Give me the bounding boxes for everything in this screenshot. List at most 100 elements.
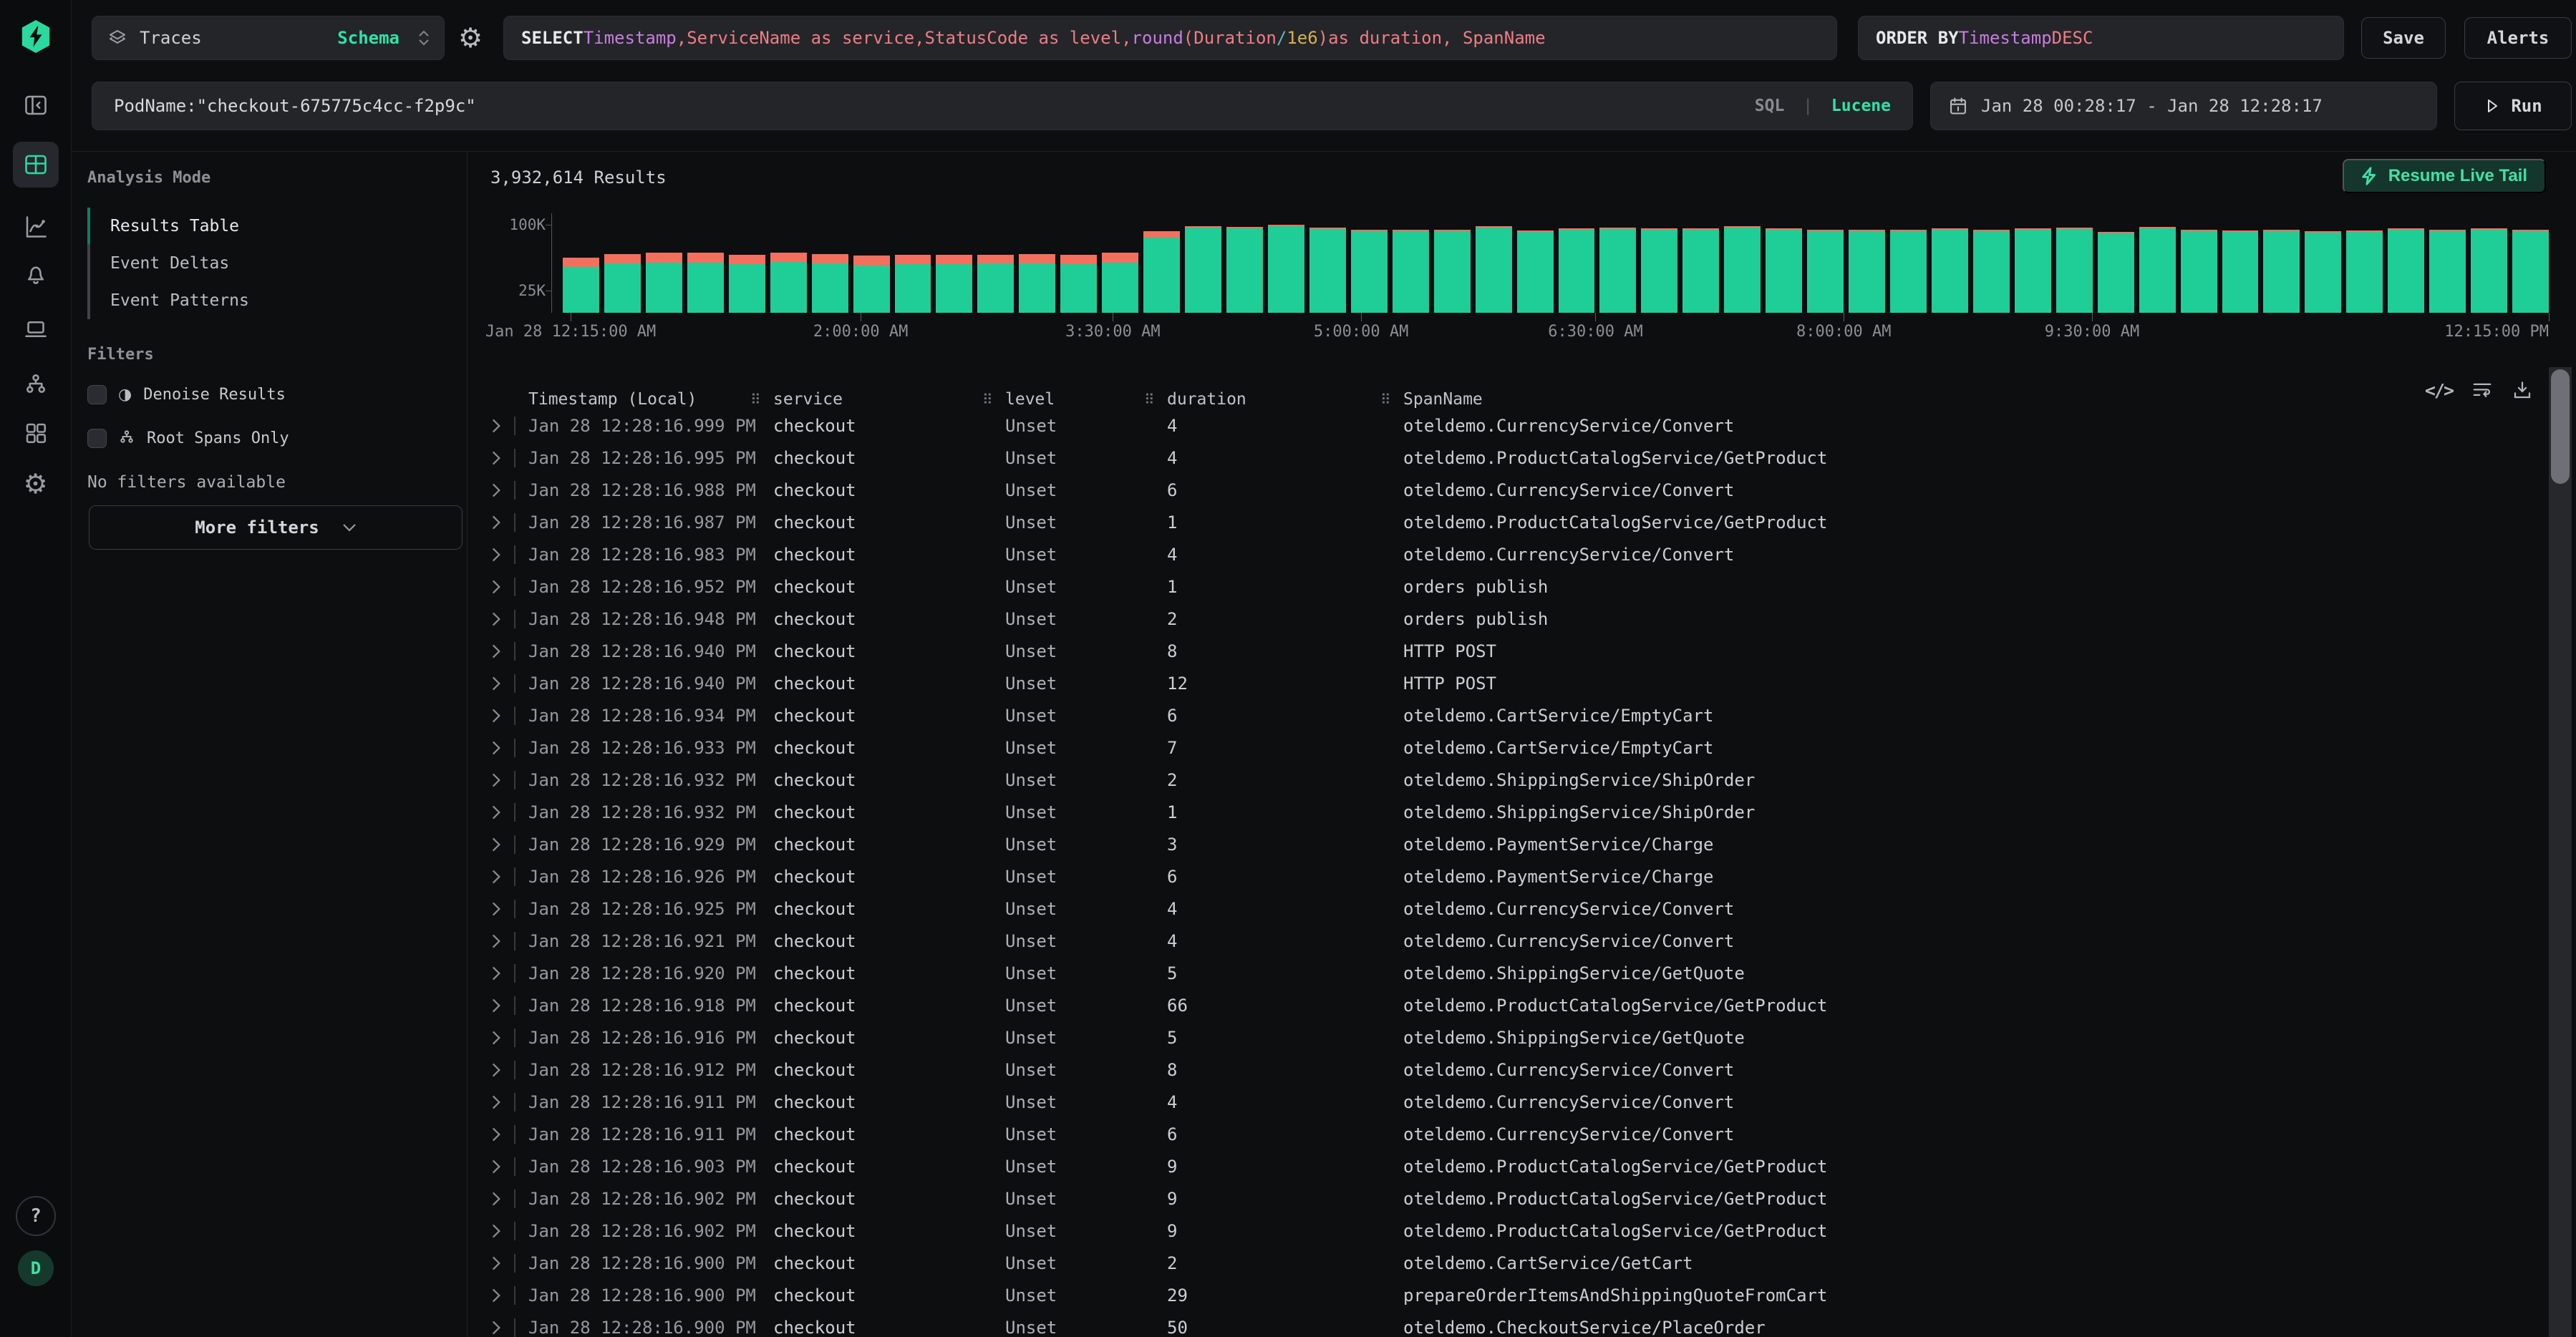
chart-bar[interactable] <box>1392 213 1429 313</box>
row-expand-chevron-icon[interactable] <box>491 1159 514 1174</box>
chart-bar[interactable] <box>977 213 1015 313</box>
table-row[interactable]: Jan 28 12:28:16.903 PM checkout Unset 9 otel… <box>468 1150 2533 1182</box>
more-filters-button[interactable]: More filters <box>89 505 463 550</box>
root-spans-only-checkbox[interactable]: Root Spans Only <box>87 428 289 449</box>
column-header-spanname[interactable]: ⠿ SpanName <box>1380 390 1483 409</box>
chart-bar[interactable] <box>2139 213 2176 313</box>
table-row[interactable]: Jan 28 12:28:16.921 PM checkout Unset 4 otel… <box>468 925 2533 957</box>
table-row[interactable]: Jan 28 12:28:16.995 PM checkout Unset 4 otel… <box>468 442 2533 474</box>
save-button[interactable]: Save <box>2361 17 2446 59</box>
chart-bar[interactable] <box>1433 213 1471 313</box>
chart-bar[interactable] <box>1641 213 1678 313</box>
checkbox[interactable] <box>87 385 107 404</box>
chart-bar[interactable] <box>1060 213 1098 313</box>
chart-bar[interactable] <box>1267 213 1304 313</box>
drag-grip-icon[interactable]: ⠿ <box>1144 391 1155 408</box>
row-expand-chevron-icon[interactable] <box>491 870 514 884</box>
sidebar-item-alerts[interactable] <box>13 251 59 296</box>
table-row[interactable]: Jan 28 12:28:16.932 PM checkout Unset 1 otel… <box>468 796 2533 828</box>
sidebar-item-chart-explorer[interactable] <box>13 204 59 250</box>
download-icon[interactable] <box>2512 379 2533 401</box>
column-header-service[interactable]: ⠿ service <box>750 390 843 409</box>
row-expand-chevron-icon[interactable] <box>491 483 514 497</box>
drag-grip-icon[interactable]: ⠿ <box>750 391 761 408</box>
chart-bar[interactable] <box>2346 213 2383 313</box>
table-row[interactable]: Jan 28 12:28:16.902 PM checkout Unset 9 otel… <box>468 1182 2533 1215</box>
table-row[interactable]: Jan 28 12:28:16.911 PM checkout Unset 4 otel… <box>468 1086 2533 1118</box>
chart-bar[interactable] <box>2512 213 2549 313</box>
table-row[interactable]: Jan 28 12:28:16.902 PM checkout Unset 9 otel… <box>468 1215 2533 1247</box>
chart-bar[interactable] <box>1890 213 1927 313</box>
row-expand-chevron-icon[interactable] <box>491 966 514 981</box>
chart-bar[interactable] <box>1350 213 1388 313</box>
row-expand-chevron-icon[interactable] <box>491 1224 514 1238</box>
resume-live-tail-button[interactable]: Resume Live Tail <box>2342 159 2546 193</box>
wrap-lines-icon[interactable] <box>2471 379 2493 401</box>
table-row[interactable]: Jan 28 12:28:16.916 PM checkout Unset 5 otel… <box>468 1021 2533 1054</box>
row-expand-chevron-icon[interactable] <box>491 612 514 626</box>
row-expand-chevron-icon[interactable] <box>491 1288 514 1303</box>
chart-bar[interactable] <box>1143 213 1181 313</box>
chart-bar[interactable] <box>2263 213 2300 313</box>
row-expand-chevron-icon[interactable] <box>491 741 514 755</box>
chart-bar[interactable] <box>2014 213 2051 313</box>
table-row[interactable]: Jan 28 12:28:16.948 PM checkout Unset 2 orde… <box>468 603 2533 635</box>
help-button[interactable]: ? <box>16 1196 56 1236</box>
table-row[interactable]: Jan 28 12:28:16.918 PM checkout Unset 66 ote… <box>468 989 2533 1021</box>
table-row[interactable]: Jan 28 12:28:16.940 PM checkout Unset 8 HTTP… <box>468 635 2533 667</box>
chart-bar[interactable] <box>2471 213 2508 313</box>
chart-bar[interactable] <box>1558 213 1595 313</box>
row-expand-chevron-icon[interactable] <box>491 1127 514 1142</box>
alerts-button[interactable]: Alerts <box>2464 17 2572 59</box>
table-row[interactable]: Jan 28 12:28:16.920 PM checkout Unset 5 otel… <box>468 957 2533 989</box>
sidebar-item-search[interactable] <box>12 142 59 188</box>
row-expand-chevron-icon[interactable] <box>491 515 514 530</box>
table-row[interactable]: Jan 28 12:28:16.999 PM checkout Unset 4 otel… <box>468 409 2533 442</box>
chart-bar[interactable] <box>2180 213 2217 313</box>
chart-bar[interactable] <box>894 213 931 313</box>
column-header-timestamp-local-[interactable]: Timestamp (Local) <box>528 390 697 409</box>
table-row[interactable]: Jan 28 12:28:16.934 PM checkout Unset 6 otel… <box>468 699 2533 731</box>
row-expand-chevron-icon[interactable] <box>491 902 514 916</box>
table-row[interactable]: Jan 28 12:28:16.940 PM checkout Unset 12 HTT… <box>468 667 2533 699</box>
table-row[interactable]: Jan 28 12:28:16.987 PM checkout Unset 1 otel… <box>468 506 2533 538</box>
chart-bar[interactable] <box>1807 213 1844 313</box>
chart-bar[interactable] <box>1185 213 1221 313</box>
table-row[interactable]: Jan 28 12:28:16.925 PM checkout Unset 4 otel… <box>468 893 2533 925</box>
chart-bar[interactable] <box>1102 213 1139 313</box>
chart-bar[interactable] <box>645 213 682 313</box>
table-row[interactable]: Jan 28 12:28:16.988 PM checkout Unset 6 otel… <box>468 474 2533 506</box>
row-expand-chevron-icon[interactable] <box>491 451 514 465</box>
language-sql-option[interactable]: SQL <box>1754 97 1785 115</box>
sidebar-item-dashboards[interactable] <box>13 410 59 456</box>
select-clause-input[interactable]: SELECT Timestamp, ServiceName as service… <box>503 16 1837 60</box>
source-settings-button[interactable]: ⚙ <box>450 17 491 59</box>
table-row[interactable]: Jan 28 12:28:16.926 PM checkout Unset 6 otel… <box>468 860 2533 893</box>
chart-bar[interactable] <box>2222 213 2259 313</box>
row-expand-chevron-icon[interactable] <box>491 1192 514 1206</box>
chart-bar[interactable] <box>1019 213 1056 313</box>
date-range-picker[interactable]: Jan 28 00:28:17 - Jan 28 12:28:17 <box>1930 82 2437 130</box>
analysis-mode-results-table[interactable]: Results Table <box>110 217 240 235</box>
chart-bar[interactable] <box>728 213 765 313</box>
run-button[interactable]: Run <box>2454 82 2572 130</box>
order-by-input[interactable]: ORDER BY Timestamp DESC <box>1858 16 2344 60</box>
row-expand-chevron-icon[interactable] <box>491 709 514 723</box>
column-header-duration[interactable]: ⠿ duration <box>1144 390 1246 409</box>
row-expand-chevron-icon[interactable] <box>491 1256 514 1270</box>
row-expand-chevron-icon[interactable] <box>491 419 514 433</box>
checkbox[interactable] <box>87 429 107 448</box>
chart-bar[interactable] <box>1931 213 1968 313</box>
row-expand-chevron-icon[interactable] <box>491 805 514 820</box>
table-row[interactable]: Jan 28 12:28:16.900 PM checkout Unset 50 ote… <box>468 1311 2533 1337</box>
table-row[interactable]: Jan 28 12:28:16.929 PM checkout Unset 3 otel… <box>468 828 2533 860</box>
collapse-sidebar-icon[interactable] <box>13 82 59 128</box>
sidebar-item-settings[interactable]: ⚙ <box>13 461 59 507</box>
row-expand-chevron-icon[interactable] <box>491 548 514 562</box>
row-expand-chevron-icon[interactable] <box>491 1063 514 1077</box>
table-row[interactable]: Jan 28 12:28:16.952 PM checkout Unset 1 orde… <box>468 570 2533 603</box>
table-row[interactable]: Jan 28 12:28:16.912 PM checkout Unset 8 otel… <box>468 1054 2533 1086</box>
row-expand-chevron-icon[interactable] <box>491 773 514 787</box>
chart-bar[interactable] <box>2388 213 2425 313</box>
user-avatar[interactable]: D <box>18 1250 54 1286</box>
